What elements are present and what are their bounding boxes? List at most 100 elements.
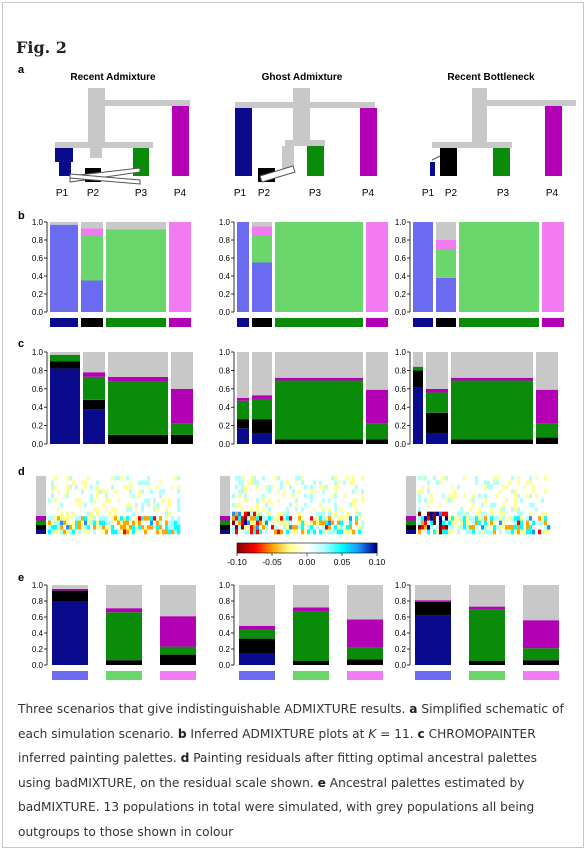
- residual-cell-1: [238, 525, 242, 530]
- residual-cell-1: [271, 489, 275, 495]
- pop-color-strip-e-1-P4: [347, 671, 383, 680]
- residual-cell-0: [48, 480, 52, 486]
- residual-cell-1: [286, 489, 290, 495]
- residual-cell-1: [298, 502, 302, 508]
- residual-cell-1: [307, 493, 311, 499]
- residual-cell-2: [487, 480, 491, 486]
- colorbar-cell: [331, 543, 334, 553]
- residual-cell-2: [466, 511, 470, 517]
- ghost-arrow-b: [259, 165, 296, 183]
- admixture-bar-2-3-0: [542, 222, 564, 312]
- pop-p1-a: [55, 148, 73, 162]
- residual-cell-1: [346, 507, 350, 512]
- residual-cell-2: [469, 507, 473, 512]
- residual-cell-2: [526, 484, 530, 490]
- residual-cell-1: [286, 516, 290, 521]
- residual-cell-2: [520, 484, 524, 490]
- residual-cell-1: [346, 529, 350, 535]
- residual-cell-2: [523, 529, 527, 535]
- residual-cell-0: [114, 489, 118, 495]
- residual-cell-2: [427, 498, 431, 504]
- residual-cell-1: [325, 476, 329, 481]
- residual-cell-2: [502, 511, 506, 517]
- residual-cell-0: [132, 502, 136, 508]
- residual-cell-0: [75, 498, 79, 504]
- residual-cell-1: [325, 511, 329, 517]
- residual-cell-1: [271, 511, 275, 517]
- residual-cell-0: [177, 520, 181, 526]
- y-tick-label-b2: 0.2: [395, 290, 407, 299]
- pop-label-a-P3: P3: [135, 188, 148, 199]
- residual-cell-0: [141, 476, 145, 481]
- residual-cell-1: [343, 476, 347, 481]
- colorbar-cell: [265, 543, 268, 553]
- residual-cell-1: [307, 511, 311, 517]
- y-tick-label-e1: 0.0: [219, 661, 231, 670]
- residual-cell-2: [442, 476, 446, 481]
- residual-cell-2: [484, 476, 488, 481]
- residual-cell-0: [138, 476, 142, 481]
- residual-cell-2: [439, 493, 443, 499]
- residual-cell-2: [490, 502, 494, 508]
- colorbar-cell: [259, 543, 262, 553]
- residual-cell-1: [310, 529, 314, 535]
- residual-cell-0: [162, 525, 166, 530]
- residual-cell-1: [268, 520, 272, 526]
- residual-cell-0: [93, 516, 97, 521]
- y-tick-label-e2: 0.2: [395, 645, 407, 654]
- residual-cell-1: [328, 502, 332, 508]
- heatmap-row-color-0-2: [36, 525, 46, 530]
- residual-cell-2: [451, 489, 455, 495]
- residual-cell-0: [102, 516, 106, 521]
- residual-cell-1: [265, 489, 269, 495]
- panel-label-e: e: [18, 572, 25, 584]
- residual-cell-2: [421, 493, 425, 499]
- residual-cell-1: [244, 502, 248, 508]
- residual-cell-0: [153, 480, 157, 486]
- residual-cell-0: [105, 511, 109, 517]
- residual-cell-2: [547, 493, 551, 499]
- residual-cell-1: [235, 529, 239, 535]
- residual-cell-0: [102, 525, 106, 530]
- residual-cell-2: [424, 520, 428, 526]
- residual-cell-0: [126, 525, 130, 530]
- residual-cell-1: [283, 489, 287, 495]
- residual-cell-2: [514, 516, 518, 521]
- residual-cell-0: [105, 516, 109, 521]
- residual-cell-1: [346, 476, 350, 481]
- residual-cell-0: [132, 484, 136, 490]
- residual-cell-1: [310, 525, 314, 530]
- residual-cell-2: [517, 476, 521, 481]
- residual-cell-1: [298, 525, 302, 530]
- residual-cell-0: [90, 484, 94, 490]
- residual-cell-0: [87, 529, 91, 535]
- residual-cell-1: [250, 484, 254, 490]
- residual-cell-0: [123, 493, 127, 499]
- residual-cell-1: [274, 498, 278, 504]
- residual-cell-1: [238, 476, 242, 481]
- residual-cell-0: [159, 507, 163, 512]
- residual-cell-1: [271, 507, 275, 512]
- residual-cell-0: [156, 502, 160, 508]
- residual-cell-1: [256, 516, 260, 521]
- residual-cell-1: [319, 511, 323, 517]
- residual-cell-1: [322, 476, 326, 481]
- residual-cell-1: [301, 493, 305, 499]
- residual-cell-1: [238, 529, 242, 535]
- residual-cell-0: [81, 489, 85, 495]
- residual-cell-0: [168, 520, 172, 526]
- residual-cell-0: [177, 480, 181, 486]
- residual-cell-2: [526, 498, 530, 504]
- residual-cell-2: [523, 484, 527, 490]
- residual-cell-1: [331, 516, 335, 521]
- residual-cell-1: [328, 484, 332, 490]
- residual-cell-0: [144, 484, 148, 490]
- residual-cell-1: [259, 507, 263, 512]
- residual-cell-0: [165, 516, 169, 521]
- residual-cell-1: [349, 498, 353, 504]
- residual-cell-2: [487, 484, 491, 490]
- residual-cell-2: [511, 529, 515, 535]
- residual-cell-0: [72, 480, 76, 486]
- residual-cell-1: [334, 489, 338, 495]
- residual-cell-2: [508, 520, 512, 526]
